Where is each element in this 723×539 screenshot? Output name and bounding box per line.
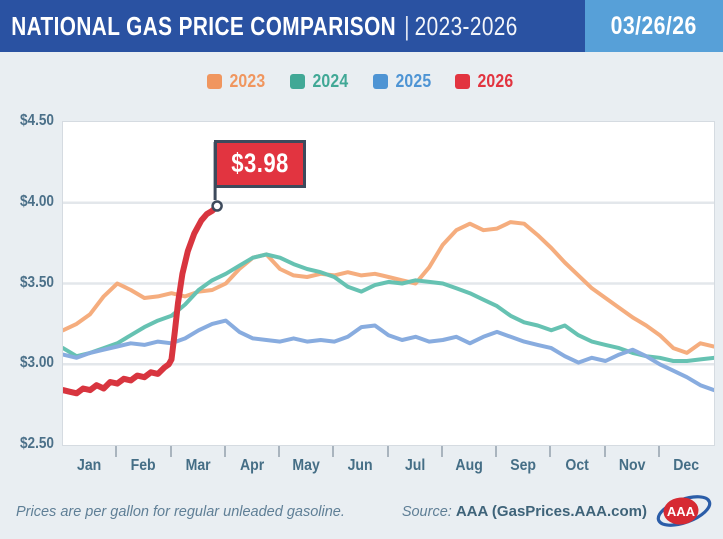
y-tick-300: $3.00	[19, 354, 54, 371]
legend-item-2023: 2023	[206, 71, 268, 92]
month-tick	[549, 446, 552, 457]
x-axis-labels: Jan Feb Mar Apr May Jun Jul Aug Sep Oct …	[62, 457, 713, 475]
legend-label-2024: 2024	[312, 71, 349, 91]
y-tick-350: $3.50	[19, 274, 54, 291]
x-tick-apr: Apr	[239, 457, 265, 474]
x-tick-jan: Jan	[76, 457, 102, 474]
x-tick-sep: Sep	[510, 457, 537, 474]
legend-label-2023: 2023	[229, 71, 266, 91]
footnote: Prices are per gallon for regular unlead…	[16, 504, 345, 520]
title-main: NATIONAL GAS PRICE COMPARISON	[11, 10, 397, 41]
x-tick-dec: Dec	[672, 457, 699, 474]
source-text: AAA (GasPrices.AAA.com)	[455, 503, 647, 520]
month-tick	[657, 446, 660, 457]
month-tick	[223, 446, 226, 457]
legend-label-2026: 2026	[477, 71, 514, 91]
y-tick-400: $4.00	[19, 193, 54, 210]
legend-label-2025: 2025	[394, 71, 431, 91]
date-text: 03/26/26	[610, 11, 698, 40]
title-separator: |	[404, 10, 410, 41]
legend-item-2025: 2025	[372, 71, 434, 92]
legend-item-2026: 2026	[455, 71, 516, 92]
legend-swatch-2024	[289, 74, 305, 89]
y-tick-450: $4.50	[19, 112, 54, 129]
title-range: 2023-2026	[414, 10, 518, 41]
x-tick-oct: Oct	[565, 457, 590, 474]
x-tick-mar: Mar	[185, 457, 211, 474]
page-title: NATIONAL GAS PRICE COMPARISON | 2023-2026	[0, 11, 518, 42]
month-tick	[278, 446, 280, 457]
y-tick-250: $2.50	[19, 435, 54, 452]
aaa-logo-text: AAA	[667, 504, 696, 519]
date-badge: 03/26/26	[585, 0, 723, 52]
x-tick-jul: Jul	[404, 457, 425, 474]
plot-area: $3.98	[62, 121, 715, 446]
month-tick	[440, 446, 443, 457]
x-tick-nov: Nov	[618, 457, 645, 474]
month-tick	[603, 446, 606, 457]
month-tick	[332, 446, 335, 457]
aaa-logo: AAA	[656, 495, 712, 527]
month-tick	[169, 446, 172, 457]
month-tick	[495, 446, 497, 457]
x-tick-may: May	[292, 457, 320, 474]
chart-svg	[63, 142, 714, 397]
chart-legend: 2023 2024 2025 2026	[0, 71, 723, 92]
legend-swatch-2026	[455, 74, 471, 89]
x-tick-jun: Jun	[347, 457, 373, 474]
legend-item-2024: 2024	[289, 71, 351, 92]
legend-swatch-2025	[372, 74, 388, 89]
x-tick-aug: Aug	[455, 457, 483, 474]
x-tick-feb: Feb	[130, 457, 156, 474]
month-tick	[386, 446, 389, 457]
source-prefix: Source:	[401, 504, 452, 520]
header-bar: NATIONAL GAS PRICE COMPARISON | 2023-2026 …	[0, 0, 723, 52]
source-line: Source: AAA (GasPrices.AAA.com)	[402, 503, 647, 520]
month-tick	[115, 446, 118, 457]
legend-swatch-2023	[206, 74, 222, 89]
